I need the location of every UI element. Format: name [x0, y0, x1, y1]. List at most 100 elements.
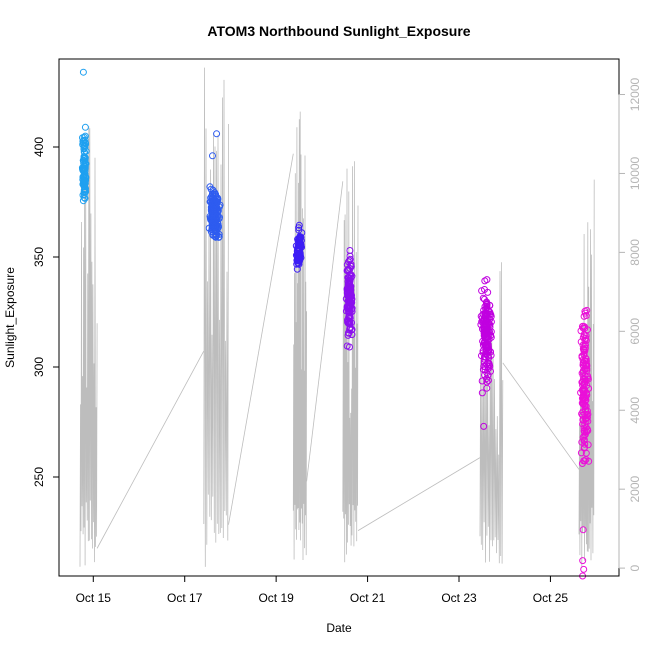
- y2-tick-label: 10000: [628, 156, 642, 190]
- data-point: [481, 371, 488, 379]
- y-axis-right: 0 2000 4000 6000 8000 10000 12000: [618, 78, 642, 571]
- data-point: [578, 369, 586, 377]
- secondary-connector-3: [306, 181, 344, 482]
- data-point: [487, 331, 495, 339]
- secondary-connector-2: [228, 153, 294, 525]
- data-point: [214, 212, 222, 220]
- y-axis-label: Sunlight_Exposure: [3, 267, 17, 368]
- data-point-outlier: [579, 526, 587, 534]
- data-point: [80, 191, 88, 199]
- data-point: [485, 335, 493, 343]
- data-point: [581, 401, 589, 409]
- x-tick-label: Oct 19: [258, 591, 294, 605]
- data-point: [482, 310, 490, 318]
- data-point: [295, 226, 303, 234]
- data-point: [481, 338, 489, 345]
- data-point: [81, 177, 89, 185]
- y-axis-left: 250 300 350 400: [32, 137, 60, 487]
- data-point: [581, 347, 589, 355]
- secondary-segment-1: [79, 126, 98, 567]
- data-point: [347, 298, 355, 306]
- data-point: [585, 457, 593, 465]
- data-point: [582, 396, 590, 404]
- data-point: [212, 233, 220, 241]
- data-point: [344, 289, 352, 296]
- x-tick-label: Oct 23: [441, 591, 477, 605]
- data-point: [209, 219, 217, 227]
- data-point: [580, 332, 588, 340]
- y-tick-label: 300: [32, 357, 46, 377]
- data-point: [579, 420, 587, 428]
- data-point: [580, 351, 588, 359]
- data-point: [581, 375, 589, 383]
- data-point: [215, 223, 222, 231]
- data-point: [294, 235, 302, 243]
- secondary-segment-6: [578, 179, 595, 568]
- scatter-points: [78, 68, 593, 580]
- secondary-connector-1: [96, 350, 205, 549]
- data-point: [481, 295, 488, 303]
- secondary-segment-2: [203, 67, 229, 567]
- chart-title: ATOM3 Northbound Sunlight_Exposure: [207, 23, 470, 39]
- data-point-outlier: [480, 422, 488, 430]
- data-point: [483, 378, 491, 386]
- data-point: [344, 277, 352, 285]
- data-point: [81, 139, 89, 147]
- data-point: [486, 362, 494, 370]
- data-point: [578, 323, 586, 330]
- data-point: [478, 389, 486, 397]
- data-point-outlier: [79, 68, 87, 76]
- secondary-segment-4: [342, 161, 359, 563]
- data-point-outlier: [579, 557, 587, 565]
- data-point: [579, 387, 587, 394]
- data-point: [483, 276, 491, 284]
- data-point: [481, 325, 489, 333]
- data-point: [584, 326, 591, 334]
- y2-tick-label: 4000: [628, 397, 642, 424]
- x-tick-label: Oct 15: [76, 591, 112, 605]
- x-tick-label: Oct 17: [167, 591, 203, 605]
- data-point: [483, 316, 491, 324]
- data-point: [295, 250, 303, 257]
- data-point: [348, 331, 356, 339]
- data-point: [211, 202, 219, 210]
- data-point: [580, 312, 588, 320]
- data-point-outlier: [209, 152, 216, 160]
- data-point: [580, 457, 588, 465]
- data-point: [211, 226, 218, 233]
- data-point: [487, 318, 495, 326]
- data-point: [81, 123, 89, 131]
- data-point: [480, 329, 488, 337]
- data-point: [485, 346, 493, 354]
- x-tick-label: Oct 21: [350, 591, 386, 605]
- data-point: [579, 356, 587, 364]
- data-point: [208, 226, 216, 234]
- data-point: [484, 359, 492, 367]
- data-point: [579, 381, 587, 389]
- secondary-segment-5: [479, 262, 504, 564]
- data-point-outlier: [580, 565, 588, 573]
- y2-tick-label: 12000: [628, 78, 642, 112]
- data-point: [581, 357, 589, 365]
- data-point: [581, 443, 588, 451]
- y-tick-label: 400: [32, 137, 46, 157]
- y-tick-label: 350: [32, 247, 46, 267]
- data-point: [344, 331, 352, 339]
- y2-tick-label: 2000: [628, 476, 642, 503]
- data-point: [80, 181, 88, 189]
- plot-frame: [58, 58, 620, 577]
- secondary-series: [79, 67, 595, 568]
- x-axis: Oct 15 Oct 17 Oct 19 Oct 21 Oct 23 Oct 25: [76, 575, 568, 605]
- data-point: [80, 174, 88, 181]
- data-point: [210, 203, 218, 211]
- data-point-outlier: [213, 130, 221, 138]
- data-point: [343, 342, 351, 350]
- data-point: [81, 172, 89, 180]
- data-point: [482, 353, 489, 361]
- secondary-connector-4: [357, 457, 481, 531]
- data-point: [579, 433, 587, 441]
- y2-tick-label: 8000: [628, 239, 642, 266]
- data-point: [581, 406, 589, 414]
- data-point: [294, 246, 302, 253]
